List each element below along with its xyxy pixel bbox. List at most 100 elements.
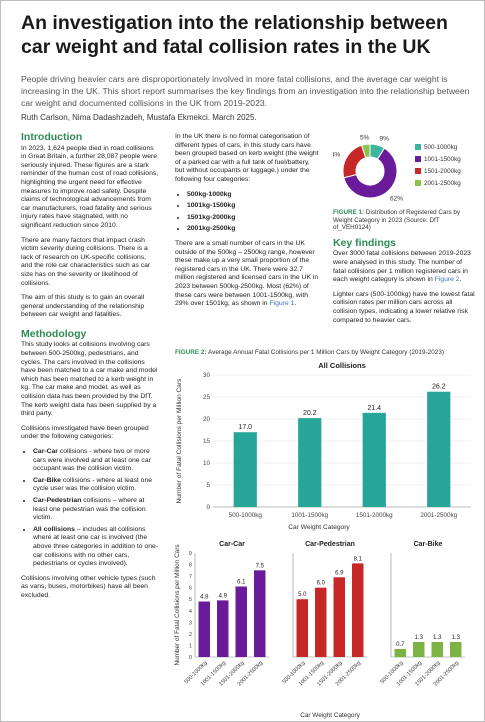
bar-value-label: 26.2 — [432, 384, 446, 391]
legend-label: 2001-2500kg — [424, 180, 461, 187]
x-axis-label: Car Weight Category — [300, 712, 360, 719]
bar-500-1000kg — [296, 599, 308, 657]
list-item: Car-Pedestrian collisions – where at lea… — [33, 497, 159, 523]
key-findings-paragraph-2: Lighter cars (500-1000kg) have the lowes… — [333, 290, 475, 324]
introduction-paragraph-1: In 2023, 1,624 people died in road colli… — [21, 144, 159, 229]
y-tick-label: 25 — [203, 394, 211, 401]
bar-value-label: 1.3 — [415, 635, 424, 641]
y-tick-label: 10 — [203, 460, 211, 467]
introduction-paragraph-3: The aim of this study is to gain an over… — [21, 294, 145, 319]
methodology-paragraph-2: Collisions investigated have been groupe… — [21, 424, 149, 441]
all-collisions-bar-chart: All Collisions 0 5 10 15 20 25 30 17.0 500-1000kg… — [176, 361, 471, 531]
bar-1501-2000kg — [333, 577, 345, 657]
chart-title: Car-Car — [219, 541, 245, 548]
bar-value-label: 4.8 — [200, 595, 209, 601]
bar-1001-1500kg — [315, 587, 327, 657]
bar-500-1000kg — [233, 432, 257, 507]
x-tick-label: 500-1000kg — [229, 512, 263, 519]
bar-1001-1500kg — [217, 600, 229, 657]
y-axis-label: Number of Fatal Collisions per Million C… — [174, 544, 181, 665]
methodology-paragraph-3: Collisions involving other vehicle types… — [21, 574, 156, 599]
bar-value-label: 6.0 — [317, 581, 326, 587]
bar-value-label: 1.3 — [452, 635, 461, 641]
introduction-heading: Introduction — [21, 131, 83, 143]
list-item: 2001kg-2500kg — [187, 225, 321, 234]
bar-2001-2500kg — [450, 641, 462, 657]
y-tick-label: 4 — [189, 609, 192, 615]
y-tick-label: 5 — [189, 597, 192, 603]
bar-value-label: 20.2 — [303, 410, 317, 417]
categories-paragraph-1: In the UK there is no formal categorisat… — [175, 133, 319, 183]
y-axis-label: Number of Fatal Collisions per Million C… — [176, 378, 183, 504]
donut-slice-1001-1500kg — [343, 147, 398, 199]
y-tick-label: 9 — [189, 551, 192, 557]
report-authors: Ruth Carlson, Nima Dadashzadeh, Mustafa … — [21, 113, 257, 122]
bar-2001-2500kg — [254, 570, 266, 657]
legend-label: 1501-2000kg — [424, 168, 461, 175]
bar-value-label: 6.9 — [335, 570, 344, 576]
bar-2001-2500kg — [427, 391, 451, 507]
list-item: 500kg-1000kg — [187, 191, 321, 200]
donut-value-label: 5% — [360, 134, 370, 141]
y-tick-label: 15 — [203, 438, 211, 445]
y-tick-label: 0 — [189, 655, 192, 661]
y-tick-label: 20 — [203, 416, 211, 423]
bar-500-1000kg — [394, 648, 406, 657]
collision-category-list: Car-Car collisions - where two or more c… — [21, 448, 159, 569]
y-tick-label: 30 — [203, 372, 211, 379]
left-column: Introduction In 2023, 1,624 people died … — [21, 131, 159, 607]
list-item: Car-Car collisions - where two or more c… — [33, 448, 159, 474]
chart-title: Car-Pedestrian — [305, 541, 355, 548]
list-item: Car-Bike collisions - where at least one… — [33, 477, 159, 494]
bar-1501-2000kg — [431, 641, 443, 657]
y-tick-label: 1 — [189, 643, 192, 649]
list-item: 1001kg-1500kg — [187, 202, 321, 211]
key-findings-heading: Key findings — [333, 236, 397, 249]
legend-swatch — [415, 156, 421, 162]
legend-label: 1001-1500kg — [424, 156, 461, 163]
legend-swatch — [415, 180, 421, 186]
report-summary: People driving heavier cars are dispropo… — [21, 74, 470, 109]
y-tick-label: 2 — [189, 632, 192, 638]
bar-1501-2000kg — [235, 586, 247, 657]
bar-1001-1500kg — [298, 418, 322, 507]
middle-column: In the UK there is no formal categorisat… — [175, 133, 321, 315]
figure-2-caption: FIGURE 2: Average Annual Fatal Collision… — [175, 349, 445, 356]
bar-value-label: 5.0 — [298, 592, 307, 598]
right-column: 9% 62% 24% 5% 500-1000kg 1001-1500kg 1501-2000… — [327, 133, 475, 331]
y-tick-label: 7 — [189, 574, 192, 580]
x-tick-label: 1501-2000kg — [356, 512, 393, 519]
donut-value-label: 9% — [379, 135, 389, 142]
figure-1: 9% 62% 24% 5% 500-1000kg 1001-1500kg 1501-2000… — [327, 133, 475, 207]
figure-1-link[interactable]: Figure 1 — [269, 300, 295, 308]
legend-label: 500-1000kg — [424, 144, 458, 151]
weight-category-list: 500kg-1000kg 1001kg-1500kg 1501kg-2000kg… — [175, 191, 321, 234]
bar-value-label: 1.3 — [433, 635, 442, 641]
collision-type-bar-charts: Car-Car01234567894.8500-1000kg4.91001-15… — [174, 541, 465, 719]
bar-500-1000kg — [198, 601, 210, 657]
bar-value-label: 7.5 — [256, 563, 265, 569]
bar-value-label: 0.7 — [396, 642, 405, 648]
methodology-paragraph-1: This study looks at collisions involving… — [21, 341, 158, 418]
bar-value-label: 21.4 — [367, 405, 381, 412]
y-tick-label: 0 — [206, 504, 210, 511]
y-tick-label: 8 — [189, 563, 192, 569]
y-tick-label: 6 — [189, 586, 192, 592]
donut-value-label: 62% — [390, 196, 403, 203]
bar-1001-1500kg — [413, 641, 425, 657]
introduction-paragraph-2: There are many factors that impact crash… — [21, 236, 151, 287]
chart-title: Car-Bike — [414, 541, 443, 548]
x-tick-label: 2001-2500kg — [420, 512, 457, 519]
methodology-heading: Methodology — [21, 327, 87, 340]
list-item: All collisions – includes all collisions… — [33, 526, 159, 569]
bar-value-label: 4.9 — [219, 593, 228, 599]
y-tick-label: 3 — [189, 620, 192, 626]
legend-swatch — [415, 168, 421, 174]
list-item: 1501kg-2000kg — [187, 214, 321, 223]
figure-2-link[interactable]: Figure 2 — [434, 276, 460, 284]
x-axis-label: Car Weight Category — [288, 524, 350, 531]
donut-value-label: 24% — [333, 152, 340, 159]
categories-paragraph-2: There are a small number of cars in the … — [175, 239, 319, 308]
bar-value-label: 8.1 — [354, 556, 363, 562]
